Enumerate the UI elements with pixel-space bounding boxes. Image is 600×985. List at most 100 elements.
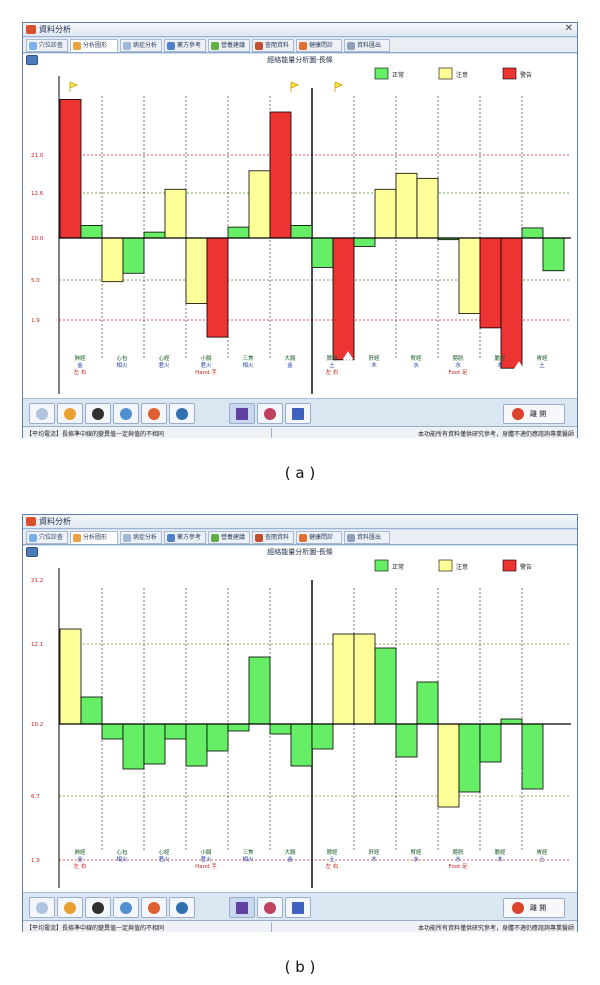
exit-button[interactable]: 離 開 [503,404,565,424]
exit-label: 離 開 [530,904,547,912]
tab-icon [123,42,131,50]
radar-view-button[interactable] [257,897,283,918]
chart-title: 經絡能量分析圖-長條 [267,56,333,64]
bar [332,633,355,725]
tab-symptom[interactable]: 病症分析 [120,531,162,544]
element-label: 君火 [158,362,170,369]
tab-export[interactable]: 資料匯出 [344,531,390,544]
bar-view-icon [236,408,248,420]
bar [164,723,187,740]
tab-chart[interactable]: 分析圖形 [70,531,118,544]
globe-button[interactable] [113,897,139,918]
tab-icon [255,42,263,50]
side-label: 左 右 [326,368,339,376]
bar-view-button[interactable] [229,403,255,424]
meridian-label: 小腸 [200,848,212,856]
earth-icon [176,902,188,914]
tab-consult[interactable]: 健康問診 [296,39,342,52]
bar [227,723,250,732]
bar [59,99,82,239]
tab-label: 查閱資料 [265,42,290,49]
earth-button[interactable] [169,403,195,424]
element-label: 君火 [158,856,170,863]
annotation-arrow [511,763,523,810]
tab-nutrition[interactable]: 營養建議 [208,39,250,52]
meridian-label: 大腸 [284,848,296,856]
tab-nutrition[interactable]: 營養建議 [208,531,250,544]
meridian-label: 三焦 [242,354,254,362]
bar [332,237,355,361]
annotation-arrow [342,351,354,394]
tab-symptom[interactable]: 病症分析 [120,39,162,52]
bar [542,237,565,272]
refresh-button[interactable] [26,547,38,557]
tab-reference[interactable]: 查閱資料 [252,39,294,52]
tab-prescription[interactable]: 藥方參考 [164,531,206,544]
globe-button[interactable] [113,403,139,424]
bar [122,723,145,770]
chart-tool-icon [64,902,76,914]
grid-view-button[interactable] [285,897,311,918]
bar [164,188,187,239]
yinyang-button[interactable] [85,897,111,918]
chart-tool-button[interactable] [57,897,83,918]
cup-button[interactable] [141,897,167,918]
cup-button[interactable] [141,403,167,424]
element-label: 土 [539,361,545,369]
title-bar: 資料分析 ✕ [23,23,577,37]
bar [353,633,376,725]
bar [374,188,397,239]
tab-label: 藥方參考 [177,42,202,49]
book-button[interactable] [29,897,55,918]
exit-label: 離 開 [530,410,547,418]
meridian-label: 胃經 [536,354,548,362]
side-label: Hand 手 [195,368,217,376]
y-tick-label: 10.0 [31,236,44,242]
tab-icon [347,42,355,50]
tab-prescription[interactable]: 藥方參考 [164,39,206,52]
earth-icon [176,408,188,420]
legend-swatch [374,559,389,572]
meridian-label: 肝經 [368,354,380,362]
exit-button[interactable]: 離 開 [503,898,565,918]
tab-chart[interactable]: 分析圖形 [70,39,118,52]
bar [458,237,481,314]
grid-view-button[interactable] [285,403,311,424]
legend-label: 警告 [520,563,532,571]
tab-reference[interactable]: 查閱資料 [252,531,294,544]
y-tick-label: 10.2 [31,722,43,728]
earth-button[interactable] [169,897,195,918]
status-left: 【平均電流】長條準中線的變異值一定與值的不相同 [26,431,165,438]
book-button[interactable] [29,403,55,424]
tab-icon [211,534,219,542]
bar [206,237,229,338]
meridian-label: 膽經 [494,354,506,362]
bar-view-button[interactable] [229,897,255,918]
meridian-label: 肝經 [368,848,380,856]
bar [290,224,313,239]
yinyang-button[interactable] [85,403,111,424]
tab-export[interactable]: 資料匯出 [344,39,390,52]
tab-acupoint[interactable]: 穴位診查 [26,39,68,52]
y-tick-label: 21.0 [31,153,44,159]
meridian-label: 肺經 [74,848,86,856]
chart-tool-button[interactable] [57,403,83,424]
tab-acupoint[interactable]: 穴位診查 [26,531,68,544]
bar [416,177,439,239]
bar [122,237,145,274]
tab-label: 穴位診查 [39,42,64,49]
status-divider [271,428,272,438]
radar-view-button[interactable] [257,403,283,424]
close-icon[interactable]: ✕ [564,23,573,34]
radar-view-icon [264,408,276,420]
bar [500,718,523,725]
bar [521,723,544,790]
element-label: 君火 [200,856,212,863]
status-right: 本功能所有資料僅供研究參考，身體不適仍應諮詢專業醫師 [417,925,574,932]
chart-tool-icon [64,408,76,420]
tab-label: 病症分析 [133,534,158,541]
refresh-button[interactable] [26,55,38,65]
tab-consult[interactable]: 健康問診 [296,531,342,544]
tab-label: 營養建議 [221,534,246,541]
bar [500,237,523,369]
